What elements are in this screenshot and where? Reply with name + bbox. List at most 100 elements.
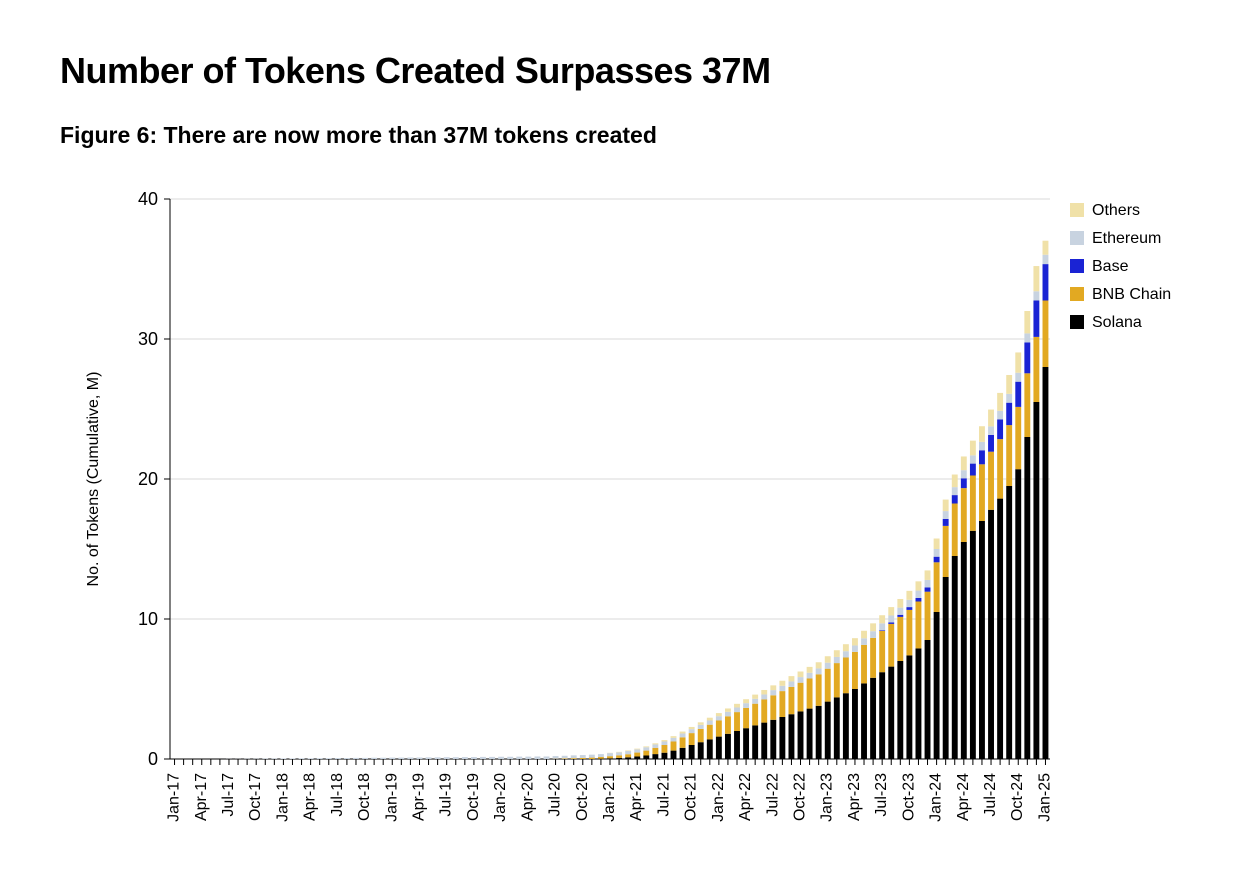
chart-container: 010203040No. of Tokens (Cumulative, M)Ja…	[60, 179, 1199, 859]
bar-segment-ethereum	[299, 758, 305, 759]
x-tick-label: Apr-17	[193, 773, 210, 821]
y-tick-label: 20	[138, 469, 158, 489]
bar-segment-bnb	[925, 592, 931, 640]
x-tick-label: Jan-25	[1036, 773, 1053, 822]
bar-segment-solana	[952, 556, 958, 759]
bar-segment-others	[743, 699, 749, 703]
bar-segment-ethereum	[634, 749, 640, 752]
x-tick-label: Jul-22	[764, 773, 781, 817]
bar-segment-ethereum	[916, 591, 922, 598]
bar-segment-solana	[843, 693, 849, 759]
bar-segment-ethereum	[680, 734, 686, 738]
page-title: Number of Tokens Created Surpasses 37M	[60, 50, 1199, 92]
bar-segment-others	[979, 426, 985, 442]
stacked-bar-chart: 010203040No. of Tokens (Cumulative, M)Ja…	[60, 179, 1210, 859]
x-tick-label: Apr-19	[410, 773, 427, 821]
x-tick-label: Jan-23	[819, 773, 836, 822]
bar-segment-solana	[943, 577, 949, 759]
bar-segment-ethereum	[389, 758, 395, 759]
bar-segment-bnb	[970, 476, 976, 531]
bar-segment-ethereum	[1006, 394, 1012, 403]
bar-segment-others	[825, 656, 831, 662]
bar-segment-others	[888, 607, 894, 615]
x-tick-label: Oct-24	[1009, 773, 1026, 821]
bar-segment-bnb	[825, 669, 831, 702]
bar-segment-ethereum	[888, 616, 894, 623]
bar-segment-others	[925, 570, 931, 580]
figure-caption: Figure 6: There are now more than 37M to…	[60, 122, 1199, 149]
bar-segment-ethereum	[290, 758, 296, 759]
bar-segment-others	[734, 704, 740, 708]
bar-segment-solana	[625, 757, 631, 759]
bar-segment-bnb	[1006, 425, 1012, 486]
bar-segment-others	[1024, 311, 1030, 333]
bar-segment-bnb	[879, 631, 885, 672]
x-tick-label: Jul-19	[438, 773, 455, 817]
legend-swatch-base	[1070, 259, 1084, 273]
bar-segment-bnb	[779, 691, 785, 717]
bar-segment-ethereum	[988, 426, 994, 435]
bar-segment-ethereum	[979, 442, 985, 450]
bar-segment-ethereum	[326, 758, 332, 759]
bar-segment-others	[634, 749, 640, 750]
bar-segment-ethereum	[380, 758, 386, 759]
bar-segment-others	[816, 662, 822, 668]
bar-segment-others	[752, 695, 758, 699]
bar-segment-bnb	[1015, 407, 1021, 469]
bar-segment-ethereum	[625, 751, 631, 754]
bar-segment-ethereum	[598, 754, 604, 757]
bar-segment-bnb	[652, 748, 658, 754]
bar-segment-ethereum	[734, 707, 740, 712]
bar-segment-ethereum	[489, 757, 495, 759]
bar-segment-bnb	[634, 753, 640, 757]
bar-segment-ethereum	[798, 677, 804, 683]
bar-segment-solana	[1006, 486, 1012, 759]
bar-segment-solana	[607, 758, 613, 759]
bar-segment-bnb	[1033, 337, 1039, 402]
bar-segment-base	[897, 615, 903, 617]
bar-segment-bnb	[934, 562, 940, 612]
bar-segment-others	[725, 708, 731, 711]
bar-segment-solana	[698, 742, 704, 759]
bar-segment-bnb	[689, 733, 695, 745]
bar-segment-ethereum	[353, 758, 359, 759]
x-tick-label: Oct-19	[465, 773, 482, 821]
x-tick-label: Apr-20	[519, 773, 536, 821]
bar-segment-others	[1015, 352, 1021, 372]
bar-segment-bnb	[716, 721, 722, 737]
bar-segment-solana	[825, 702, 831, 759]
y-tick-label: 30	[138, 329, 158, 349]
bar-segment-others	[1033, 266, 1039, 291]
bar-segment-ethereum	[553, 756, 559, 759]
bar-segment-ethereum	[480, 757, 486, 759]
bar-segment-ethereum	[807, 673, 813, 679]
bar-segment-ethereum	[997, 411, 1003, 420]
bar-segment-solana	[671, 751, 677, 759]
bar-segment-ethereum	[689, 729, 695, 733]
bar-segment-solana	[661, 753, 667, 759]
bar-segment-ethereum	[426, 757, 432, 759]
bar-segment-ethereum	[816, 668, 822, 674]
bar-segment-solana	[680, 748, 686, 759]
x-tick-label: Apr-23	[846, 773, 863, 821]
y-tick-label: 10	[138, 609, 158, 629]
bar-segment-bnb	[979, 464, 985, 521]
bar-segment-base	[1006, 403, 1012, 425]
x-tick-label: Jul-21	[655, 773, 672, 817]
bar-segment-solana	[761, 723, 767, 759]
bar-segment-ethereum	[516, 757, 522, 759]
bar-segment-solana	[652, 754, 658, 759]
bar-segment-ethereum	[534, 756, 540, 759]
bar-segment-others	[934, 539, 940, 550]
bar-segment-ethereum	[571, 755, 577, 758]
bar-segment-ethereum	[925, 580, 931, 588]
bar-segment-ethereum	[1033, 291, 1039, 300]
bar-segment-ethereum	[362, 758, 368, 759]
bar-segment-others	[761, 690, 767, 694]
legend-swatch-solana	[1070, 315, 1084, 329]
bar-segment-others	[707, 718, 713, 721]
bar-segment-ethereum	[643, 747, 649, 750]
bar-segment-bnb	[952, 504, 958, 557]
bar-segment-ethereum	[407, 757, 413, 759]
x-tick-label: Jul-24	[982, 773, 999, 817]
